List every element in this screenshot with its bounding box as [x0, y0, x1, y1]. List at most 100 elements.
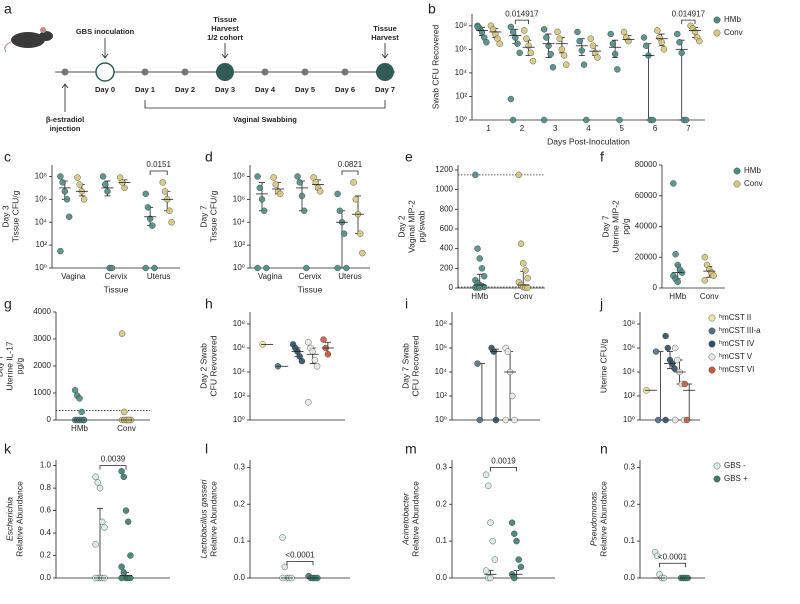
- y-axis-label: Day 2: [396, 215, 406, 237]
- chart-panel: f 0 20000 40000 60000 80000 Day 7 Uterine MIP-2…: [600, 149, 763, 301]
- x-tick-label: Cervix: [299, 272, 322, 281]
- y-axis-label: Tissue CFU/g: [10, 190, 20, 242]
- data-point: [543, 34, 550, 41]
- legend-label: Conv: [724, 28, 743, 37]
- data-point: [525, 42, 532, 49]
- data-point: [547, 50, 554, 58]
- data-point: [654, 552, 661, 560]
- significance-bracket: [341, 170, 359, 175]
- data-point: [294, 173, 301, 180]
- panel-letter: j: [599, 296, 603, 312]
- chart-panel: e 0 200 400 600 800 1000 1200 Day 2 Vaginal MIP-2…: [396, 149, 545, 301]
- data-point: [118, 563, 125, 570]
- y-axis-label: Vaginal MIP-2: [406, 200, 416, 253]
- data-point: [478, 28, 486, 36]
- y-tick-label: 10⁸: [455, 21, 467, 30]
- x-tick-label: 4: [586, 124, 591, 133]
- data-point: [324, 351, 332, 358]
- legend-marker: [708, 353, 716, 361]
- data-point: [142, 190, 149, 198]
- legend-label: ʰmCST III-a: [719, 326, 761, 335]
- legend-label: ʰmCST IV: [719, 339, 755, 348]
- y-tick-label: 0.1: [436, 536, 448, 545]
- data-point: [554, 28, 561, 36]
- data-point: [485, 482, 492, 490]
- arrow: [61, 83, 69, 112]
- data-point: [57, 173, 64, 180]
- y-tick-label: 0.2: [40, 551, 52, 560]
- data-point: [76, 395, 83, 402]
- legend-marker: [708, 340, 716, 348]
- data-point: [118, 574, 125, 582]
- panel-letter: i: [405, 296, 408, 312]
- y-tick-label: 10⁰: [435, 415, 447, 424]
- data-point: [256, 184, 263, 192]
- y-tick-label: 0.0: [40, 573, 52, 582]
- data-point: [298, 357, 306, 365]
- y-tick-label: 0: [449, 283, 454, 292]
- y-tick-label: 10⁰: [455, 115, 467, 124]
- y-tick-label: 10⁸: [35, 172, 47, 181]
- data-point: [487, 574, 494, 582]
- data-point: [482, 567, 490, 574]
- y-tick-label: 0.4: [40, 528, 52, 537]
- data-point: [263, 264, 270, 272]
- data-point: [515, 556, 522, 563]
- chart-panel: c 10⁰ 10² 10⁴ 10⁶ 10⁸ Day 3 Tissue CFU/g Tissue V…: [0, 149, 180, 294]
- y-tick-label: 10⁴: [233, 217, 246, 226]
- p-value: 0.014917: [505, 9, 539, 18]
- data-point: [583, 116, 590, 124]
- y-tick-label: 10⁸: [623, 319, 635, 328]
- data-point: [556, 35, 563, 42]
- y-axis-label: Relative Abundance: [208, 481, 218, 557]
- y-axis-label: Day 2 Swab: [198, 343, 208, 389]
- data-point: [649, 116, 657, 124]
- data-point: [524, 274, 531, 282]
- day-label: Day 0: [95, 85, 115, 94]
- data-point: [678, 49, 685, 57]
- event-label: Tissue: [373, 24, 397, 33]
- data-point: [483, 39, 490, 46]
- data-point: [305, 399, 312, 406]
- y-tick-label: 60000: [635, 191, 658, 200]
- legend-marker: [708, 327, 716, 335]
- data-point: [120, 569, 128, 576]
- data-point: [121, 184, 128, 192]
- data-point: [98, 518, 106, 526]
- data-point: [640, 34, 648, 41]
- y-tick-label: 10⁰: [233, 263, 245, 272]
- data-point: [507, 95, 515, 103]
- y-tick-label: 10⁶: [233, 343, 245, 352]
- y-tick-label: 10⁸: [233, 172, 245, 181]
- y-tick-label: 10⁰: [233, 415, 245, 424]
- data-point: [61, 188, 69, 195]
- chart-panel: d 10⁰ 10² 10⁴ 10⁶ 10⁸ Day 7 Tissue CFU/g Tissue V…: [198, 149, 370, 294]
- data-point: [514, 40, 521, 47]
- data-point: [350, 179, 357, 186]
- y-tick-label: 0.0: [234, 573, 246, 582]
- y-tick-label: 10⁴: [623, 367, 636, 376]
- y-tick-label: 0.0: [624, 573, 636, 582]
- p-value: 0.014917: [672, 9, 706, 18]
- y-axis-label: Tissue CFU/g: [208, 190, 218, 242]
- data-point: [476, 416, 483, 424]
- data-point: [161, 188, 169, 195]
- y-tick-label: 1200: [435, 165, 453, 174]
- data-point: [127, 574, 134, 582]
- y-tick-label: 1000: [33, 388, 51, 397]
- data-point: [63, 196, 71, 203]
- y-axis-label: Day 7: [600, 215, 610, 237]
- p-value: 0.0151: [146, 160, 171, 169]
- y-tick-label: 0: [653, 283, 658, 292]
- data-point: [672, 416, 679, 424]
- y-tick-label: 0.2: [436, 499, 448, 508]
- data-point: [509, 116, 517, 124]
- data-point: [118, 468, 125, 475]
- data-point: [671, 365, 678, 372]
- data-point: [672, 250, 679, 258]
- data-point: [476, 255, 483, 262]
- arrow: [101, 38, 109, 59]
- day-label: Day 6: [335, 85, 355, 94]
- data-point: [540, 26, 548, 33]
- panel-letter: a: [4, 1, 12, 17]
